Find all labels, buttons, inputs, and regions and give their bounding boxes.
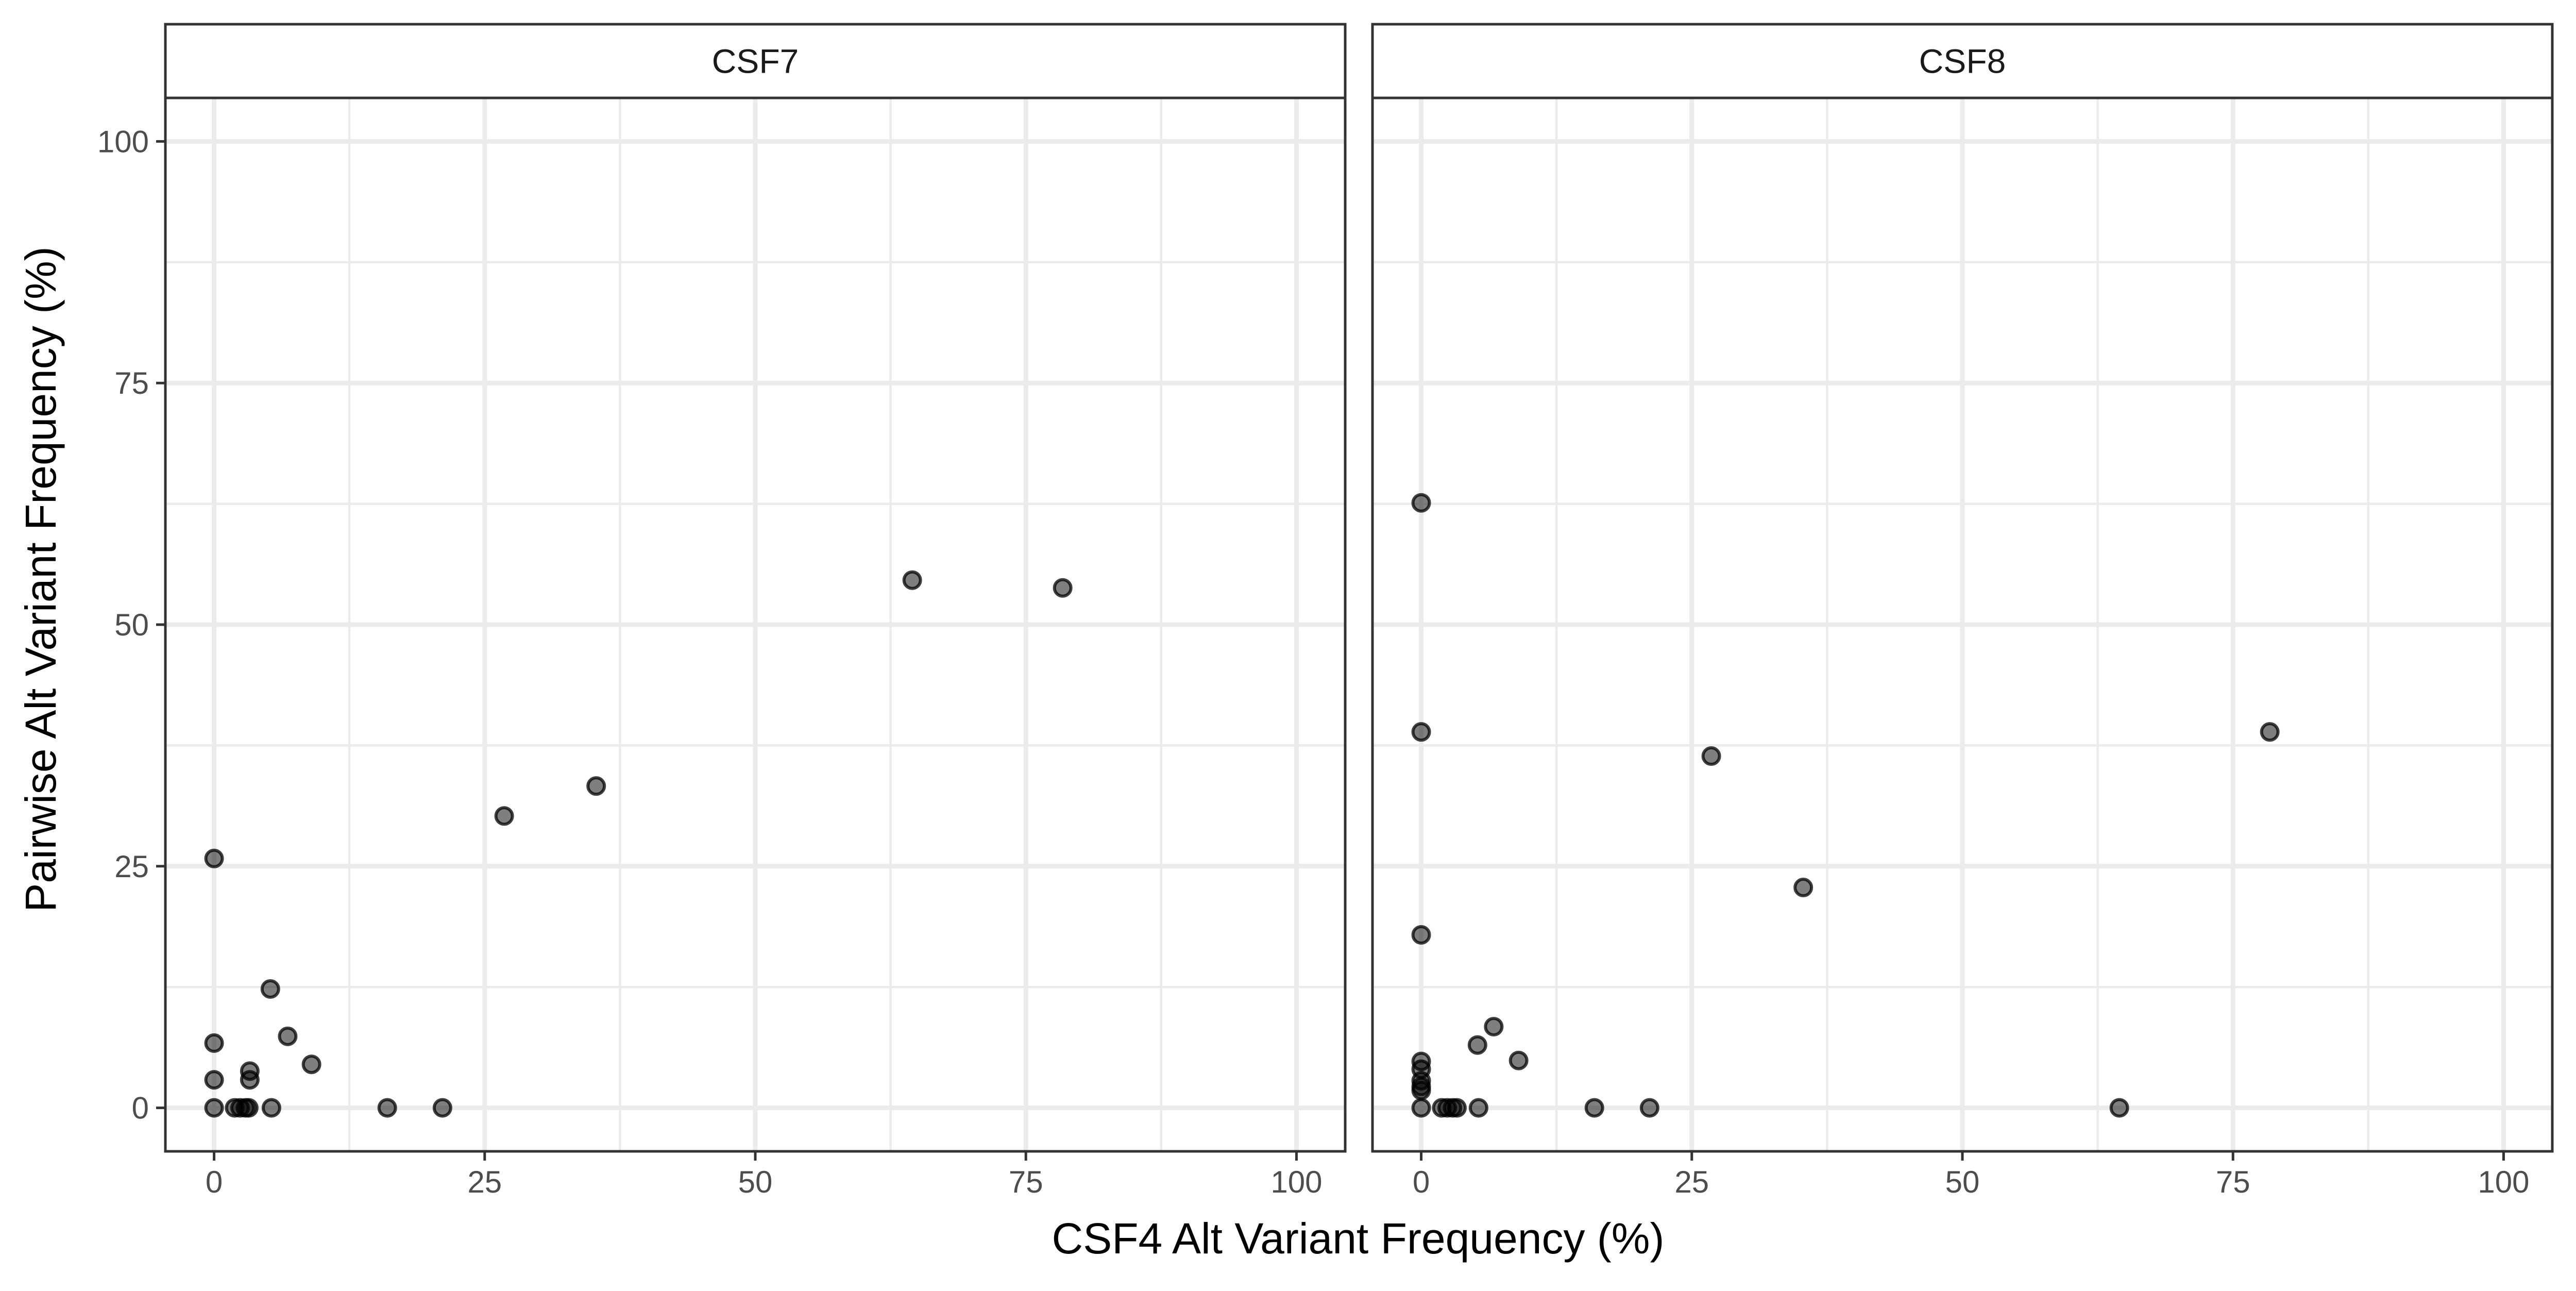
data-point [1447,1098,1467,1118]
data-point [1411,493,1431,513]
x-tick-label: 75 [2216,1165,2250,1199]
data-point [1701,746,1721,766]
data-point [494,806,514,826]
strip-label: CSF8 [1919,42,2006,80]
data-point [204,1070,224,1090]
x-tick-label: 100 [1270,1165,1322,1199]
x-tick-label: 75 [1009,1165,1043,1199]
strip-box [1371,23,2554,99]
data-point [1411,1080,1431,1100]
x-tick-label: 50 [1945,1165,1980,1199]
data-point [240,1070,260,1090]
data-point [902,570,922,590]
panel-csf8: CSF8 0 25 50 75 100 [1371,23,2554,1199]
x-tick-label: 0 [206,1165,223,1199]
data-point [239,1098,259,1118]
data-point [204,1033,224,1053]
data-point [432,1098,452,1118]
data-point [1411,925,1431,945]
data-point [2109,1098,2129,1118]
x-tick-label: 50 [738,1165,773,1199]
data-point [1467,1035,1487,1055]
data-point [1484,1017,1504,1037]
x-axis-title: CSF4 Alt Variant Frequency (%) [1052,1214,1665,1263]
x-tick-label: 0 [1413,1165,1430,1199]
data-point [260,979,280,999]
y-tick-label: 75 [114,366,149,400]
data-point [278,1026,298,1046]
x-tick-label: 100 [2478,1165,2529,1199]
data-point [1411,1098,1431,1118]
y-tick-label: 100 [97,124,149,159]
data-point [377,1098,397,1118]
data-point [1509,1050,1529,1070]
y-tick-label: 50 [114,608,149,642]
data-point [1468,1098,1488,1118]
data-point [204,848,224,868]
y-tick-label: 25 [114,849,149,884]
data-point [261,1098,281,1118]
y-axis-title: Pairwise Alt Variant Frequency (%) [16,246,65,912]
y-tick-label: 0 [132,1091,149,1126]
data-point [1053,578,1073,598]
panel-csf7: CSF7 0 25 50 75 100 0 25 50 75 100 [97,23,1347,1199]
data-point [1411,722,1431,742]
panels-layer: CSF7 0 25 50 75 100 0 25 50 75 100 CSF8 0 25 50 75 100 [97,23,2554,1199]
data-point [204,1098,224,1118]
data-point [586,776,606,796]
x-tick-label: 25 [467,1165,502,1199]
data-point [2260,722,2280,742]
data-point [1584,1098,1604,1118]
data-point [1793,878,1814,898]
data-point [1639,1098,1659,1118]
x-tick-label: 25 [1674,1165,1709,1199]
strip-label: CSF7 [712,42,799,80]
data-point [301,1054,321,1075]
strip-box [164,23,1347,99]
